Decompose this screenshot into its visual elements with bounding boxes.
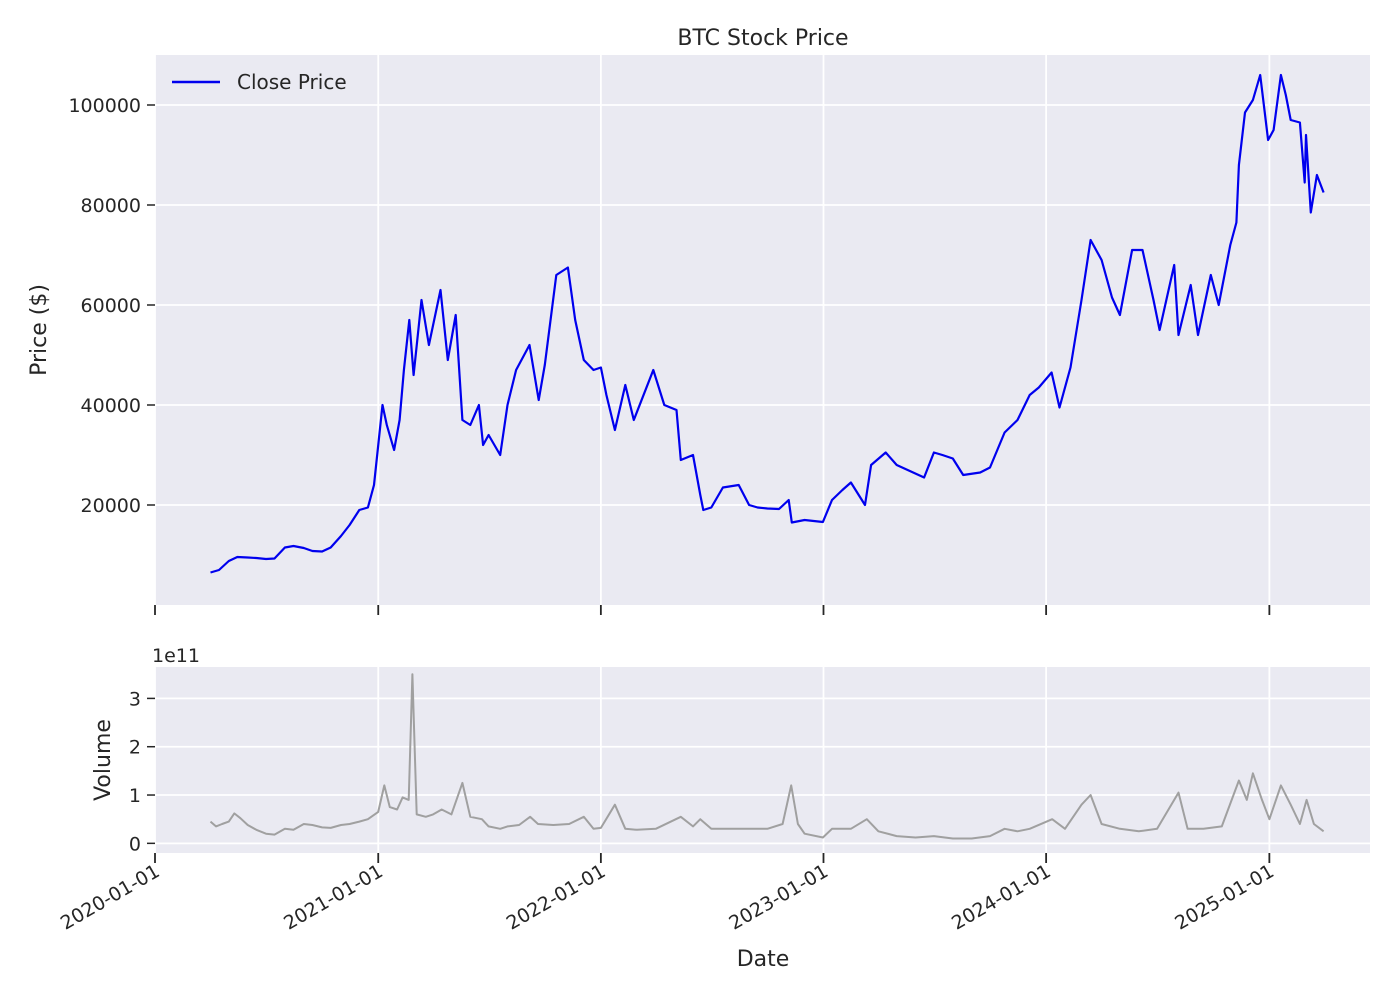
volume-y-tick-label: 2 xyxy=(129,737,141,759)
volume-offset-text: 1e11 xyxy=(152,645,200,667)
x-axis-label: Date xyxy=(737,947,790,972)
legend-entry-close-price: Close Price xyxy=(237,70,347,94)
chart-title: BTC Stock Price xyxy=(677,26,848,51)
x-tick-label: 2024-01-01 xyxy=(948,860,1055,934)
x-tick-label: 2020-01-01 xyxy=(57,860,164,934)
price-grid xyxy=(154,55,1370,605)
volume-y-axis: 0 1 2 3 xyxy=(129,688,155,855)
x-tick-label: 2025-01-01 xyxy=(1171,860,1278,934)
volume-y-tick-label: 1 xyxy=(129,785,141,807)
price-y-tick-label: 20000 xyxy=(81,495,141,517)
volume-y-tick-label: 3 xyxy=(129,688,141,710)
price-y-tick-label: 40000 xyxy=(81,395,141,417)
volume-series-line xyxy=(209,673,1325,840)
price-y-axis-label: Price ($) xyxy=(27,284,52,376)
volume-y-tick-label: 0 xyxy=(129,833,141,855)
price-y-tick-label: 100000 xyxy=(68,95,141,117)
price-panel: 20000 40000 60000 80000 100000 Price ($) Clo… xyxy=(27,55,1370,615)
price-series-line xyxy=(210,73,1325,574)
price-y-tick-label: 60000 xyxy=(81,295,141,317)
price-x-ticks xyxy=(154,605,1271,615)
price-plot-background xyxy=(155,55,1370,605)
volume-panel: 0 1 2 3 2020-01-01 2021-01-01 2022-01-01 2023-… xyxy=(57,645,1370,935)
x-tick-label: 2023-01-01 xyxy=(725,860,832,934)
price-series-layer xyxy=(210,73,1325,574)
x-tick-label: 2022-01-01 xyxy=(503,860,610,934)
volume-y-axis-label: Volume xyxy=(91,719,116,801)
volume-series-layer xyxy=(209,673,1325,840)
price-y-axis: 20000 40000 60000 80000 100000 xyxy=(68,95,155,517)
price-y-tick-label: 80000 xyxy=(81,195,141,217)
x-tick-label: 2021-01-01 xyxy=(280,860,387,934)
volume-x-axis: 2020-01-01 2021-01-01 2022-01-01 2023-01-01… xyxy=(57,853,1278,935)
legend: Close Price xyxy=(172,70,347,94)
